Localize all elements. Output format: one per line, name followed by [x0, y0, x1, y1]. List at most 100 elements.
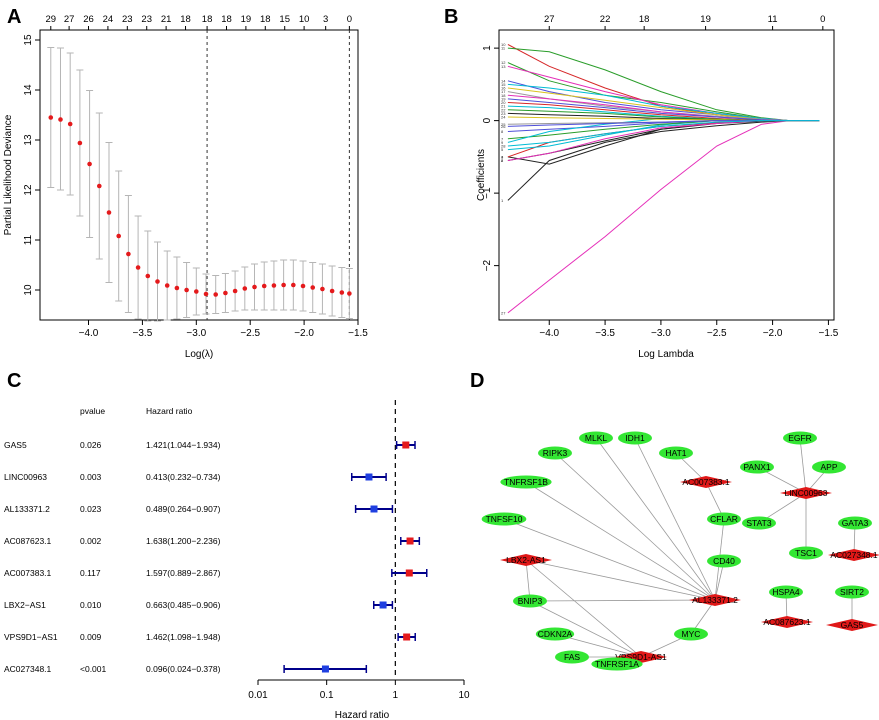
c-row-pvalue: 0.002 — [80, 536, 102, 546]
a-point — [135, 265, 141, 270]
b-series-label: 16 — [501, 86, 506, 91]
c-xtick-label: 0.01 — [248, 690, 268, 701]
gene-node — [835, 585, 869, 599]
a-point — [320, 286, 325, 292]
gene-node — [742, 516, 776, 530]
node-label: MYC — [682, 629, 701, 639]
gene-node — [591, 657, 643, 671]
b-ytick-label: −2 — [482, 259, 493, 271]
b-series-line — [507, 120, 820, 147]
b-series-label: 9 — [501, 140, 504, 145]
a-point — [48, 115, 54, 120]
node-label: GATA3 — [842, 518, 869, 528]
c-xtick-label: 10 — [458, 690, 470, 701]
c-row-name: LBX2−AS1 — [4, 600, 46, 610]
a-point — [126, 251, 131, 257]
a-point — [281, 282, 286, 288]
b-series-line — [507, 120, 820, 165]
c-row-pvalue: 0.009 — [80, 632, 102, 642]
c-row-pvalue: 0.003 — [80, 472, 102, 482]
gene-node — [838, 516, 872, 530]
forest-hr-header: Hazard ratio — [146, 406, 193, 416]
a-top-count: 18 — [221, 14, 232, 25]
a-point — [67, 121, 73, 127]
panel-b-letter: B — [444, 6, 458, 28]
b-series-label: 8 — [501, 129, 504, 134]
a-point — [155, 279, 160, 284]
a-point — [261, 283, 267, 289]
forest-pvalue-header: pvalue — [80, 406, 105, 416]
node-label: LINC00963 — [784, 488, 827, 498]
c-hr-point — [379, 601, 387, 609]
a-xtick-label: −1.5 — [348, 328, 368, 339]
a-top-count: 15 — [279, 14, 290, 25]
gene-node — [618, 431, 652, 445]
c-hr-point — [402, 441, 410, 449]
a-top-count: 21 — [161, 14, 172, 25]
network-edge — [525, 559, 642, 658]
node-label: HSPA4 — [772, 587, 800, 597]
gene-node — [513, 594, 547, 608]
a-ytick-label: 10 — [23, 284, 34, 296]
b-series-label: 5 — [501, 147, 504, 152]
network-edge — [529, 599, 716, 602]
gene-node — [769, 585, 803, 599]
b-top-count: 27 — [544, 14, 555, 25]
a-point — [164, 283, 170, 288]
a-ytick-label: 12 — [23, 184, 34, 196]
panel-a-frame — [39, 29, 359, 321]
b-series-label: 27 — [501, 310, 506, 315]
b-series-label: 14 — [501, 78, 506, 83]
b-series-label: 25 — [501, 122, 506, 127]
a-point — [347, 291, 352, 296]
lncrna-node — [826, 619, 878, 631]
node-label: MLKL — [585, 433, 607, 443]
network-edge — [525, 481, 716, 601]
node-label: EGFR — [788, 433, 812, 443]
b-series-label: 20 — [501, 100, 506, 105]
network-edge — [525, 559, 531, 602]
a-point — [329, 288, 335, 294]
node-label: AC007383.1 — [682, 477, 730, 487]
c-row-pvalue: 0.026 — [80, 440, 102, 450]
b-top-count: 11 — [768, 14, 778, 25]
node-label: CD40 — [713, 556, 735, 566]
c-hr-point — [405, 569, 413, 577]
c-row-pvalue: 0.117 — [80, 568, 101, 578]
lncrna-node — [689, 594, 741, 606]
c-hr-point — [321, 665, 329, 673]
b-series-label: 6 — [501, 158, 504, 163]
gene-node — [707, 512, 741, 526]
b-series-label: 10 — [501, 42, 506, 47]
node-label: TNFRSF1B — [504, 477, 548, 487]
panel-d-network: D RIPK3 MLKL IDH1 HAT1 EGFR PANX1 APP TNFRSF1B A… — [470, 370, 879, 671]
a-point — [58, 117, 63, 122]
lncrna-node — [780, 487, 832, 499]
gene-node — [481, 512, 527, 526]
c-row-hr: 1.638(1.200−2.236) — [146, 536, 221, 546]
lncrna-node — [680, 476, 732, 488]
gene-node — [579, 431, 613, 445]
a-top-count: 26 — [83, 14, 94, 25]
gene-node — [500, 475, 552, 489]
lncrna-node — [761, 616, 813, 628]
a-xtick-label: −3.0 — [186, 328, 206, 339]
node-label: TSC1 — [795, 548, 817, 558]
b-series-label: 21 — [501, 104, 506, 109]
node-label: AL133371.2 — [692, 595, 738, 605]
node-label: TNFSF10 — [486, 514, 523, 524]
a-point — [184, 287, 189, 293]
c-hr-point — [403, 633, 411, 641]
a-point — [232, 288, 238, 294]
b-series-label: 19 — [501, 96, 506, 101]
c-row-hr: 0.489(0.264−0.907) — [146, 504, 221, 514]
c-row-hr: 1.421(1.044−1.934) — [146, 440, 221, 450]
c-row-name: LINC00963 — [4, 472, 47, 482]
b-series-label: 23 — [501, 111, 506, 116]
b-series-label: 13 — [501, 64, 506, 69]
gene-node — [740, 460, 774, 474]
b-top-count: 0 — [820, 14, 825, 25]
gene-node — [707, 554, 741, 568]
b-series-label: 2 — [501, 158, 504, 163]
panel-d-letter: D — [470, 370, 484, 392]
